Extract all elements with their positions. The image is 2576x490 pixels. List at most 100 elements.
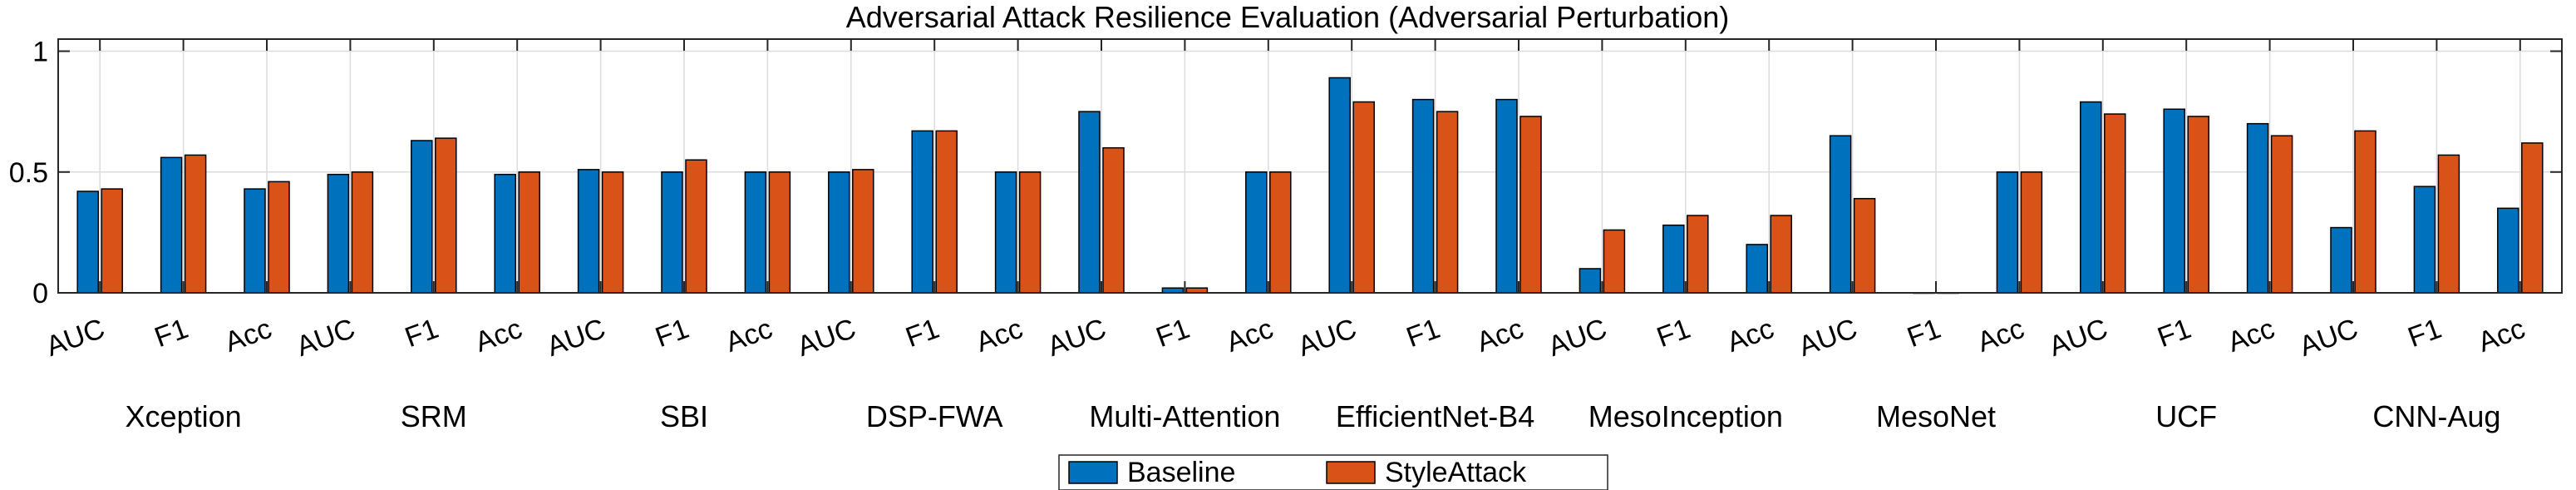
x-tick-label: AUC <box>2295 313 2362 363</box>
model-group-label: EfficientNet-B4 <box>1336 399 1534 433</box>
x-tick-label: AUC <box>793 313 859 363</box>
bar-styleattack <box>184 154 207 294</box>
bar-baseline <box>1245 171 1268 294</box>
bar-styleattack <box>2437 154 2460 294</box>
chart-title: Adversarial Attack Resilience Evaluation… <box>846 0 1730 34</box>
x-tick-label: Acc <box>220 313 275 359</box>
x-tick-label: AUC <box>1043 313 1110 363</box>
bar-styleattack <box>1687 215 1709 294</box>
bar-baseline <box>411 140 433 294</box>
bar-baseline <box>2497 207 2519 294</box>
bar-styleattack <box>2521 142 2544 294</box>
bar-styleattack <box>1269 171 1292 294</box>
bar-styleattack <box>852 169 874 294</box>
x-tick-label: Acc <box>471 313 526 359</box>
bar-styleattack <box>435 137 457 294</box>
tick-marks <box>58 39 2562 294</box>
bar-styleattack <box>101 188 123 294</box>
x-tick-label: F1 <box>2404 313 2445 354</box>
model-group-label: MesoNet <box>1876 399 1996 433</box>
x-tick-label: Acc <box>972 313 1027 359</box>
bar-baseline <box>2413 186 2436 294</box>
bar-styleattack <box>1770 215 1792 294</box>
model-group-label: SBI <box>660 399 708 433</box>
bar-baseline <box>994 171 1017 294</box>
x-tick-label: Acc <box>2474 313 2529 359</box>
bar-baseline <box>494 173 516 294</box>
x-tick-label: F1 <box>1402 313 1444 354</box>
bar-styleattack <box>1436 111 1459 294</box>
bar-baseline <box>911 130 933 294</box>
bar-baseline <box>2330 226 2352 294</box>
bar-baseline <box>2080 101 2102 294</box>
model-group-label: Multi-Attention <box>1089 399 1280 433</box>
bar-baseline <box>2163 108 2185 294</box>
x-tick-label: F1 <box>401 313 442 354</box>
bar-styleattack <box>1018 171 1042 294</box>
x-tick-label: F1 <box>150 313 192 354</box>
x-tick-label: AUC <box>293 313 359 363</box>
x-tick-label: AUC <box>1544 313 1611 363</box>
bar-baseline <box>1746 244 1768 294</box>
bar-styleattack <box>1853 197 1876 294</box>
bar-styleattack <box>2354 130 2377 294</box>
bar-baseline <box>2246 122 2269 294</box>
bar-styleattack <box>2270 135 2293 294</box>
model-group-label: UCF <box>2155 399 2217 433</box>
bar-styleattack <box>351 171 374 294</box>
model-group-label: DSP-FWA <box>866 399 1003 433</box>
bar-styleattack <box>2020 171 2043 294</box>
bar-styleattack <box>935 130 958 294</box>
model-group-label: Xception <box>126 399 242 433</box>
x-tick-label: F1 <box>1652 313 1694 354</box>
bar-styleattack <box>768 171 791 294</box>
x-tick-label: F1 <box>2154 313 2195 354</box>
y-tick-label: 0.5 <box>9 157 48 189</box>
bar-baseline <box>744 171 767 294</box>
legend-label-styleattack: StyleAttack <box>1385 457 1527 488</box>
x-tick-label: F1 <box>902 313 943 354</box>
x-tick-label: F1 <box>1152 313 1194 354</box>
x-tick-label: F1 <box>651 313 692 354</box>
legend-swatch-baseline <box>1068 461 1118 484</box>
x-tick-label: AUC <box>543 313 609 363</box>
bar-styleattack <box>268 181 290 294</box>
bar-styleattack <box>1603 229 1626 294</box>
y-tick-label: 1 <box>32 37 48 68</box>
legend-label-baseline: Baseline <box>1127 457 1235 488</box>
x-tick-label: Acc <box>1973 313 2028 359</box>
bars <box>76 77 2544 294</box>
bar-baseline <box>1411 98 1435 294</box>
grid-lines <box>58 39 2562 294</box>
x-tick-label: Acc <box>1723 313 1778 359</box>
bar-baseline <box>160 156 183 294</box>
bar-baseline <box>76 191 99 294</box>
bar-baseline <box>1579 268 1602 294</box>
x-tick-label: Acc <box>722 313 776 359</box>
x-tick-label: AUC <box>42 313 108 363</box>
bar-baseline <box>1662 224 1685 294</box>
x-tick-label: Acc <box>1222 313 1277 359</box>
x-tick-label: AUC <box>1795 313 1861 363</box>
x-tick-label: AUC <box>2045 313 2111 363</box>
bar-styleattack <box>2187 116 2209 294</box>
model-group-label: SRM <box>401 399 467 433</box>
bar-styleattack <box>1519 116 1542 294</box>
legend-swatch-styleattack <box>1326 461 1376 484</box>
bar-styleattack <box>2104 113 2126 294</box>
y-tick-label: 0 <box>32 278 48 309</box>
bar-styleattack <box>518 171 540 294</box>
bar-baseline <box>327 173 350 294</box>
bar-styleattack <box>685 159 707 294</box>
bar-baseline <box>1078 111 1101 294</box>
axis-labels: 0 0.5 1 AUC F1 Acc AUC F1 Acc AUC F1 Acc AUC F1 Acc AUC… <box>9 37 2529 433</box>
bar-baseline <box>1829 135 1852 294</box>
bar-baseline <box>828 171 850 294</box>
x-tick-label: F1 <box>1903 313 1944 354</box>
bar-baseline <box>1996 171 2019 294</box>
bar-baseline <box>244 188 266 294</box>
bar-baseline <box>661 171 683 294</box>
bar-baseline <box>1328 77 1351 294</box>
plot-frame <box>57 38 2563 294</box>
